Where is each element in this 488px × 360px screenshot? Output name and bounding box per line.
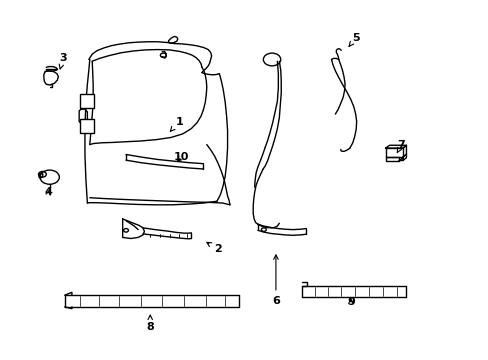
- Text: 4: 4: [45, 188, 53, 197]
- Text: 2: 2: [206, 242, 222, 254]
- Text: 1: 1: [170, 117, 183, 131]
- Text: 6: 6: [271, 255, 279, 306]
- Text: 5: 5: [348, 33, 359, 46]
- FancyBboxPatch shape: [80, 94, 94, 108]
- Text: 8: 8: [146, 315, 154, 332]
- Text: 3: 3: [59, 53, 67, 69]
- Text: 9: 9: [346, 297, 354, 307]
- FancyBboxPatch shape: [80, 119, 94, 133]
- Text: 10: 10: [174, 152, 189, 162]
- Text: 7: 7: [396, 140, 405, 153]
